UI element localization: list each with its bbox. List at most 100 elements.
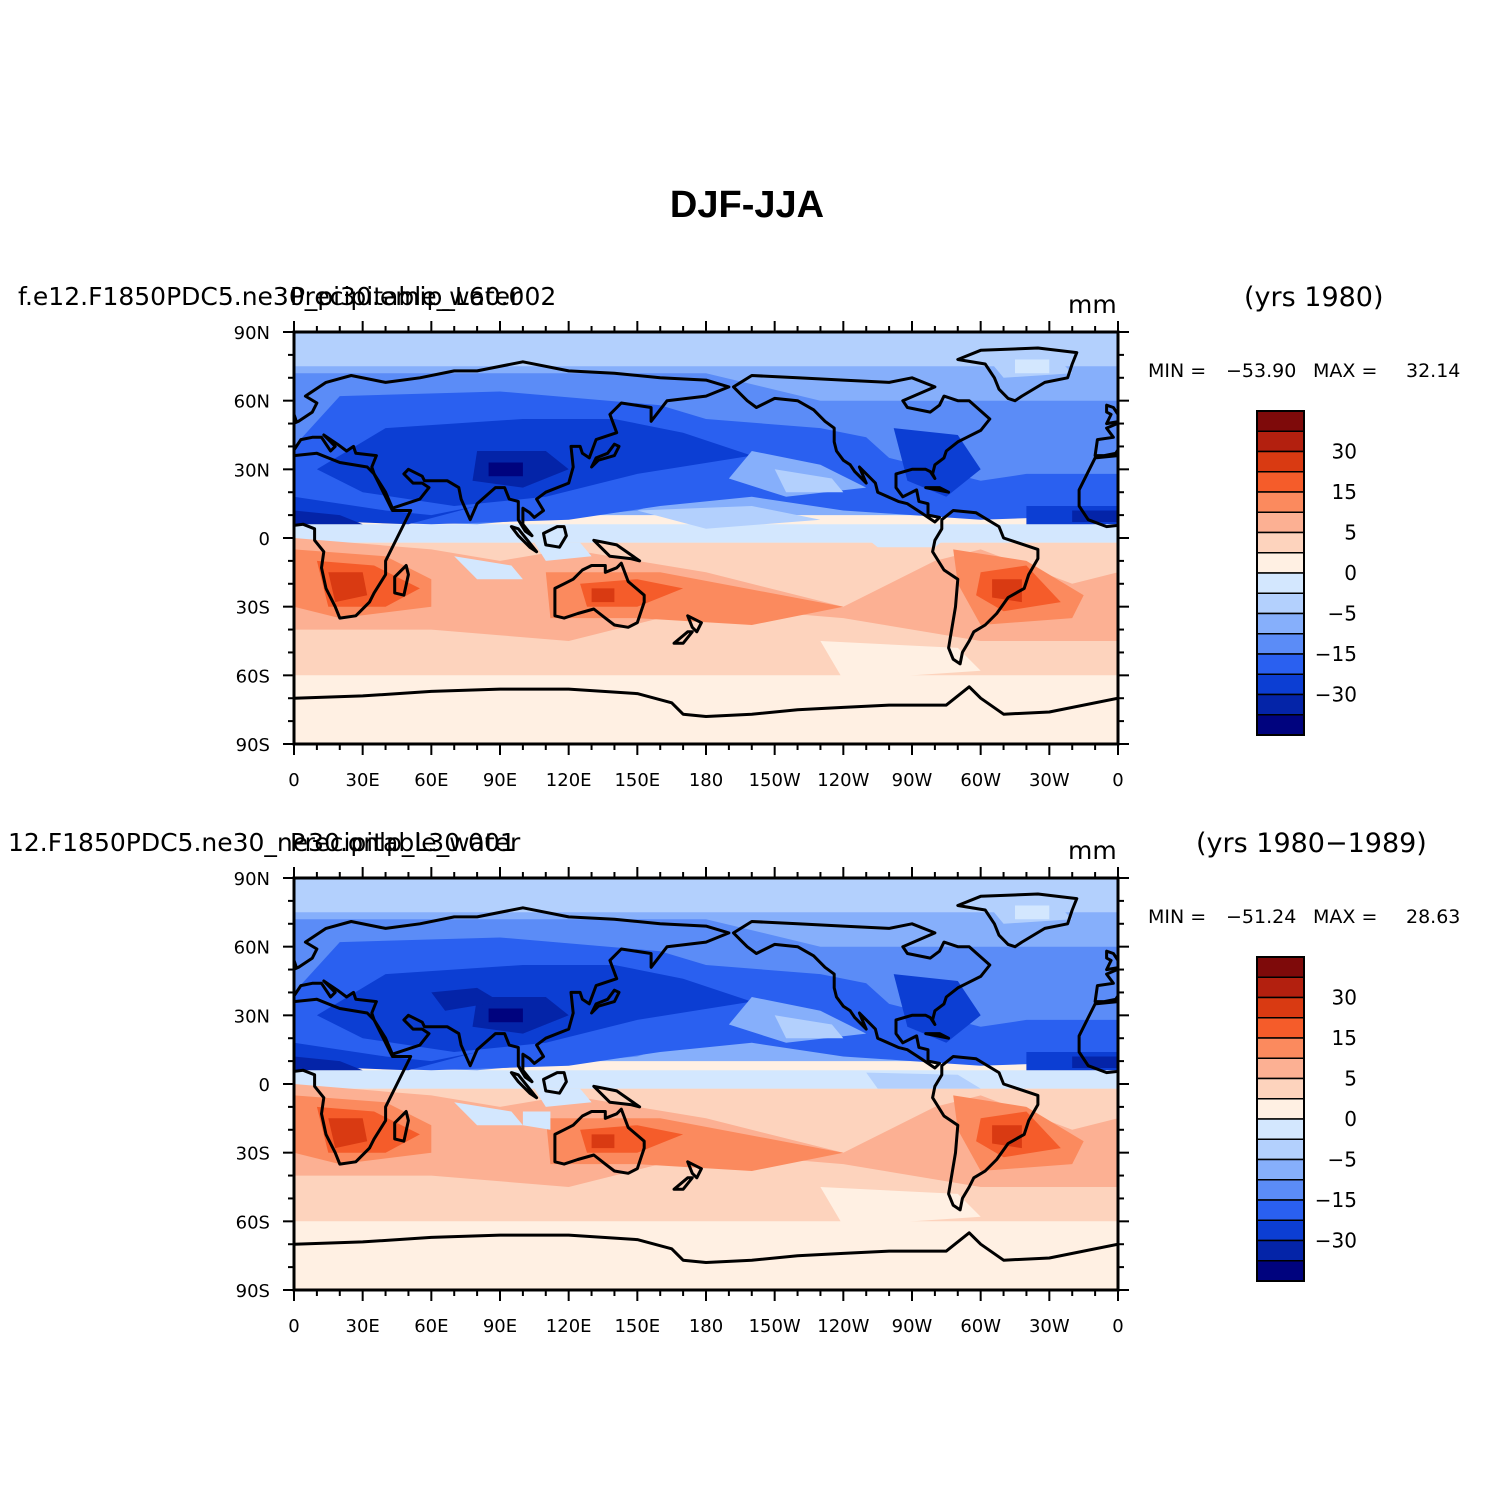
lat-tick-label: 30N <box>234 1006 270 1027</box>
years-label: (yrs 1980−1989) <box>1196 828 1427 859</box>
variable-name: Precipitable_water <box>290 828 521 857</box>
colorbar-box <box>1256 1239 1305 1262</box>
contour-region <box>774 469 844 493</box>
lon-tick-label: 120W <box>817 770 869 791</box>
panel-top: f.e12.F1850PDC5.ne30_pi30.emip_L60.002 P… <box>0 280 1494 800</box>
contour-region <box>1015 905 1050 920</box>
contour-region <box>992 1125 1022 1149</box>
colorbar-label: 0 <box>1344 561 1357 585</box>
lon-tick-label: 150E <box>614 770 660 791</box>
lon-tick-label: 120W <box>817 1316 869 1337</box>
colorbar-box <box>1256 956 1305 978</box>
contour-region <box>992 579 1022 603</box>
contour-field <box>294 878 1118 1290</box>
lon-tick-label: 0 <box>288 1316 299 1337</box>
contour-region <box>431 987 500 1011</box>
coastlines <box>294 892 1118 1264</box>
units-label: mm <box>1068 836 1117 865</box>
colorbar-box <box>1256 450 1305 473</box>
years-label: (yrs 1980) <box>1244 282 1384 313</box>
contour-region <box>591 1134 615 1149</box>
lon-tick-label: 30W <box>1029 1316 1070 1337</box>
lat-tick-label: 30S <box>236 598 270 619</box>
contour-region <box>866 1072 981 1089</box>
main-title: DJF-JJA <box>669 184 825 226</box>
lat-tick-label: 30S <box>236 1144 270 1165</box>
colorbar-box <box>1256 592 1305 615</box>
contour-region <box>534 1088 592 1107</box>
lon-tick-label: 120E <box>546 1316 592 1337</box>
colorbar-label: 0 <box>1344 1107 1357 1131</box>
colorbar: 30 15 5 0 −5 −15 −30 <box>1256 956 1357 1282</box>
contour-region <box>1072 1056 1118 1068</box>
lon-tick-label: 0 <box>1112 1316 1123 1337</box>
colorbar: 30 15 5 0 −5 −15 −30 <box>1256 410 1357 736</box>
lon-tick-label: 60W <box>960 1316 1001 1337</box>
lon-tick-label: 90E <box>483 770 517 791</box>
variable-name: Precipitable_water <box>290 282 521 311</box>
lon-tick-label: 0 <box>288 770 299 791</box>
colorbar-box <box>1256 1118 1305 1140</box>
contour-region <box>454 1102 523 1126</box>
lon-tick-label: 150E <box>614 1316 660 1337</box>
contour-region <box>866 538 947 548</box>
case-name: f.e12.F1850PDC5.ne30_pi30.emip_L60.002 <box>18 282 557 311</box>
contour-region <box>534 542 592 561</box>
lat-tick-label: 60S <box>236 666 270 687</box>
colorbar-box <box>1256 1077 1305 1100</box>
lat-tick-label: 0 <box>259 529 270 550</box>
contour-region <box>294 332 1118 367</box>
lon-tick-label: 0 <box>1112 770 1123 791</box>
colorbar-box <box>1256 693 1305 716</box>
lon-tick-label: 30W <box>1029 770 1070 791</box>
colorbar-box <box>1256 1199 1305 1221</box>
colorbar-box <box>1256 714 1305 736</box>
colorbar-box <box>1256 471 1305 493</box>
lon-tick-label: 180 <box>689 770 723 791</box>
lon-tick-label: 180 <box>689 1316 723 1337</box>
lat-tick-label: 0 <box>259 1075 270 1096</box>
colorbar-label: −5 <box>1328 1148 1357 1172</box>
contour-region <box>488 1008 523 1023</box>
contour-region <box>637 506 821 529</box>
lon-tick-label: 30E <box>346 1316 380 1337</box>
max-value: 32.14 <box>1406 360 1461 382</box>
colorbar-label: 30 <box>1332 440 1357 464</box>
colorbar-label: −30 <box>1315 1229 1357 1253</box>
max-value: 28.63 <box>1406 906 1461 928</box>
lon-tick-label: 90E <box>483 1316 517 1337</box>
lat-tick-label: 60N <box>234 392 270 413</box>
colorbar-box <box>1256 673 1305 696</box>
colorbar-label: 5 <box>1344 1067 1357 1091</box>
colorbar-box <box>1256 1057 1305 1080</box>
colorbar-box <box>1256 531 1305 554</box>
colorbar-box <box>1256 633 1305 655</box>
colorbar-box <box>1256 1037 1305 1059</box>
colorbar-label: −15 <box>1315 642 1357 666</box>
colorbar-box <box>1256 1138 1305 1161</box>
max-label: MAX = <box>1313 906 1378 928</box>
contour-region <box>328 572 368 603</box>
lon-tick-label: 30E <box>346 770 380 791</box>
contour-region <box>488 462 523 477</box>
lon-tick-label: 60E <box>414 770 448 791</box>
contour-region <box>1015 359 1050 374</box>
contour-region <box>294 679 1118 744</box>
contour-region <box>1072 510 1118 522</box>
colorbar-box <box>1256 1158 1305 1181</box>
colorbar-box <box>1256 653 1305 675</box>
min-label: MIN = <box>1148 360 1207 382</box>
colorbar-label: −5 <box>1328 602 1357 626</box>
colorbar-label: 15 <box>1332 480 1357 504</box>
colorbar-box <box>1256 572 1305 594</box>
colorbar-box <box>1256 1260 1305 1282</box>
lon-tick-label: 120E <box>546 770 592 791</box>
colorbar-box <box>1256 996 1305 1019</box>
contour-region <box>522 1111 551 1130</box>
lon-tick-label: 150W <box>749 770 801 791</box>
contour-region <box>294 1056 363 1071</box>
lat-tick-label: 60N <box>234 938 270 959</box>
lon-tick-label: 60W <box>960 770 1001 791</box>
contour-region <box>591 588 615 603</box>
ticks <box>283 321 1129 755</box>
